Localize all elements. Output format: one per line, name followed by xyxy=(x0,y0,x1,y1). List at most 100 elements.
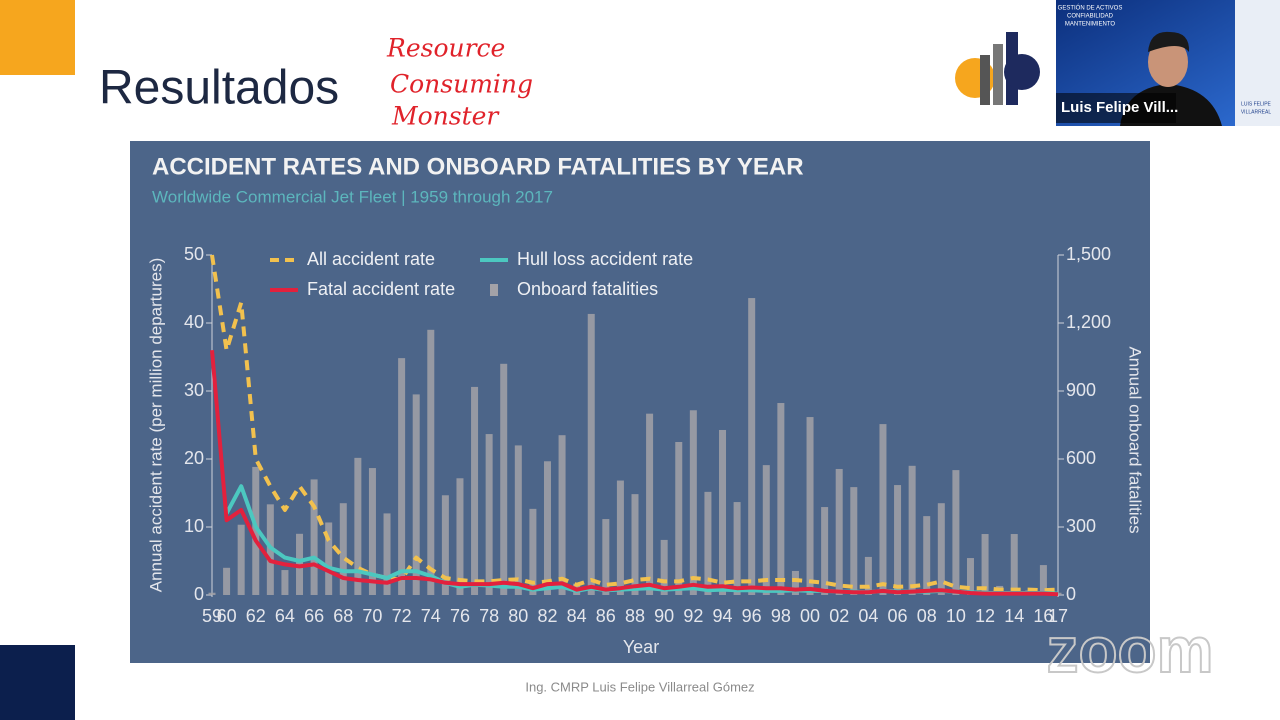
bar xyxy=(471,386,479,595)
x-tick-label: 08 xyxy=(917,606,937,626)
y-tick-label: 50 xyxy=(184,244,204,264)
bar xyxy=(777,403,785,595)
bar xyxy=(864,556,872,595)
x-tick-label: 86 xyxy=(596,606,616,626)
x-tick-label: 62 xyxy=(246,606,266,626)
x-tick-label: 84 xyxy=(567,606,587,626)
bar xyxy=(354,457,362,595)
banner-text: MANTENIMIENTO xyxy=(1065,22,1116,28)
bar xyxy=(383,513,391,595)
chart-title: ACCIDENT RATES AND ONBOARD FATALITIES BY… xyxy=(152,153,804,180)
x-tick-label: 66 xyxy=(304,606,324,626)
x-tick-label: 64 xyxy=(275,606,295,626)
legend-label: All accident rate xyxy=(307,249,435,269)
x-tick-label: 72 xyxy=(392,606,412,626)
banner-text: GESTIÓN DE ACTIVOS xyxy=(1058,5,1123,12)
bar xyxy=(500,363,508,595)
legend-swatch xyxy=(490,284,498,296)
bar xyxy=(310,479,318,595)
x-tick-label: 88 xyxy=(625,606,645,626)
x-tick-label: 60 xyxy=(217,606,237,626)
slide-title: Resultados xyxy=(99,62,339,115)
bar xyxy=(1010,534,1018,595)
bar xyxy=(223,567,231,595)
bar xyxy=(908,465,916,595)
legend-label: Onboard fatalities xyxy=(517,279,658,299)
x-tick-label: 82 xyxy=(537,606,557,626)
x-tick-label: 17 xyxy=(1048,606,1068,626)
bar xyxy=(558,435,566,595)
y2-tick-label: 600 xyxy=(1066,448,1096,468)
bar xyxy=(879,424,887,595)
bar xyxy=(456,478,464,595)
x-tick-label: 59 xyxy=(202,606,222,626)
y2-axis-label: Annual onboard fatalities xyxy=(1126,346,1145,533)
bar xyxy=(689,410,697,595)
bar xyxy=(602,519,610,595)
bar xyxy=(427,329,435,595)
zoom-watermark: zoom xyxy=(1046,614,1213,686)
bar xyxy=(631,494,639,595)
banner-text: CONFIABILIDAD xyxy=(1067,14,1114,20)
participant-name: Luis Felipe Vill... xyxy=(1061,99,1178,116)
bar xyxy=(412,394,420,595)
x-tick-label: 10 xyxy=(946,606,966,626)
bar xyxy=(704,491,712,595)
y2-tick-label: 1,500 xyxy=(1066,244,1111,264)
x-tick-label: 02 xyxy=(829,606,849,626)
legend-label: Fatal accident rate xyxy=(307,279,455,299)
x-tick-label: 68 xyxy=(333,606,353,626)
bar xyxy=(923,516,931,595)
bar xyxy=(748,298,756,595)
bar xyxy=(937,503,945,595)
x-tick-label: 92 xyxy=(683,606,703,626)
accent-square xyxy=(0,645,75,720)
bar xyxy=(791,570,799,595)
bar xyxy=(514,445,522,595)
speaker-tag: VILLARREAL xyxy=(1241,109,1272,115)
y-tick-label: 0 xyxy=(194,584,204,604)
bar xyxy=(616,480,624,595)
x-tick-label: 78 xyxy=(479,606,499,626)
x-tick-label: 94 xyxy=(713,606,733,626)
bar xyxy=(208,592,216,595)
y2-tick-label: 0 xyxy=(1066,584,1076,604)
x-tick-label: 90 xyxy=(654,606,674,626)
video-tile: GESTIÓN DE ACTIVOS CONFIABILIDAD MANTENI… xyxy=(1056,0,1280,126)
bar xyxy=(398,358,406,595)
chart-subtitle: Worldwide Commercial Jet Fleet | 1959 th… xyxy=(152,187,553,206)
x-tick-label: 12 xyxy=(975,606,995,626)
bar xyxy=(529,508,537,595)
bar xyxy=(587,313,595,595)
x-tick-label: 80 xyxy=(508,606,528,626)
bar xyxy=(850,487,858,595)
bar xyxy=(339,503,347,595)
x-tick-label: 70 xyxy=(362,606,382,626)
x-tick-label: 76 xyxy=(450,606,470,626)
x-tick-label: 98 xyxy=(771,606,791,626)
y-tick-label: 20 xyxy=(184,448,204,468)
bar xyxy=(485,434,493,595)
handwritten-note: Consuming xyxy=(390,70,533,99)
x-tick-label: 16 xyxy=(1033,606,1053,626)
bar xyxy=(981,534,989,595)
line-series xyxy=(210,254,1059,593)
y2-tick-label: 900 xyxy=(1066,380,1096,400)
y-tick-label: 10 xyxy=(184,516,204,536)
bar xyxy=(237,524,245,595)
bar xyxy=(325,522,333,595)
bar xyxy=(281,570,289,595)
bar xyxy=(835,468,843,595)
handwritten-note: Resource xyxy=(386,34,505,63)
y-tick-label: 30 xyxy=(184,380,204,400)
bar xyxy=(719,429,727,595)
line-series xyxy=(210,350,1059,597)
y-tick-label: 40 xyxy=(184,312,204,332)
bar xyxy=(762,465,770,595)
bar xyxy=(441,495,449,595)
y2-tick-label: 1,200 xyxy=(1066,312,1111,332)
speaker-tag: LUIS FELIPE xyxy=(1241,101,1271,107)
